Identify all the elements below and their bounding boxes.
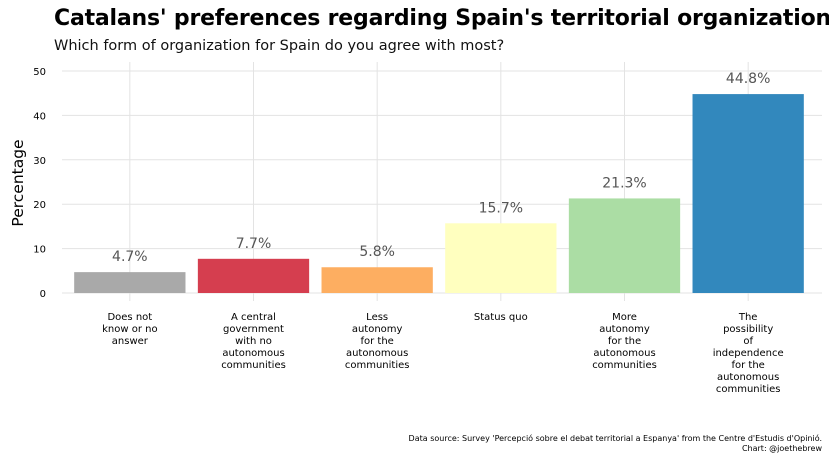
x-tick-label-line: communities <box>221 360 286 371</box>
bar <box>321 267 433 293</box>
x-tick-label-line: A central <box>231 312 276 323</box>
x-tick-label-line: Less <box>366 312 388 323</box>
x-tick-label-line: know or no <box>102 324 157 335</box>
x-tick-label-line: communities <box>345 360 410 371</box>
bar <box>197 258 310 293</box>
x-tick-label: Does not know or no answer <box>102 312 157 347</box>
x-tick-label-line: with no <box>235 336 272 347</box>
x-tick-label: Status quo <box>474 312 528 323</box>
x-tick-label-line: autonomous <box>222 348 284 359</box>
y-tick-label: 0 <box>40 289 46 300</box>
y-tick-label: 10 <box>33 245 46 256</box>
x-tick-label-line: answer <box>112 336 149 347</box>
x-tick-label: A central government with no autonomous comm… <box>221 312 286 371</box>
chart-subtitle: Which form of organization for Spain do … <box>54 38 505 54</box>
x-tick-label-line: The <box>738 312 758 323</box>
bar-value-label: 4.7% <box>112 249 148 265</box>
bar-value-label: 21.3% <box>602 175 646 191</box>
bar-value-label: 7.7% <box>236 236 272 252</box>
bar <box>692 94 804 293</box>
bar <box>568 198 681 293</box>
y-tick-label: 40 <box>33 111 46 122</box>
chart-title: Catalans' preferences regarding Spain's … <box>54 6 829 31</box>
x-tick-label-line: autonomous <box>346 348 408 359</box>
x-tick-label-line: for the <box>608 336 641 347</box>
x-tick-label-line: More <box>612 312 637 323</box>
x-tick-label-line: autonomy <box>352 324 403 335</box>
bar-value-label: 44.8% <box>726 71 770 87</box>
x-tick-label-line: Status quo <box>474 312 528 323</box>
x-tick-label-line: autonomous <box>593 348 655 359</box>
x-tick-label-line: autonomy <box>599 324 650 335</box>
x-tick-label-line: for the <box>360 336 393 347</box>
data-source-note: Data source: Survey 'Percepció sobre el … <box>408 434 822 443</box>
x-tick-label-line: government <box>223 324 284 335</box>
x-tick-label-line: autonomous <box>717 372 779 383</box>
x-tick-label-line: possibility <box>723 324 773 335</box>
x-tick-label-line: of <box>743 336 753 347</box>
y-tick-label: 20 <box>33 200 46 211</box>
x-tick-label-line: communities <box>592 360 657 371</box>
chart-credit: Chart: @joethebrew <box>741 444 822 453</box>
x-tick-label: The possibility of independence for the auton… <box>713 312 784 395</box>
x-tick-label-line: communities <box>716 384 781 395</box>
x-tick-label: More autonomy for the autonomous communities <box>592 312 657 371</box>
bar-value-label: 5.8% <box>359 244 395 260</box>
bar-value-label: 15.7% <box>479 200 523 216</box>
bar <box>74 272 186 293</box>
bar <box>445 223 557 293</box>
x-tick-label-line: for the <box>731 360 764 371</box>
y-tick-label: 50 <box>33 67 46 78</box>
x-tick-label: Less autonomy for the autonomous communities <box>345 312 410 371</box>
chart-caption: Data source: Survey 'Percepció sobre el … <box>409 434 822 454</box>
y-tick-label: 30 <box>33 156 46 167</box>
x-tick-label-line: independence <box>713 348 784 359</box>
x-tick-label-line: Does not <box>107 312 152 323</box>
